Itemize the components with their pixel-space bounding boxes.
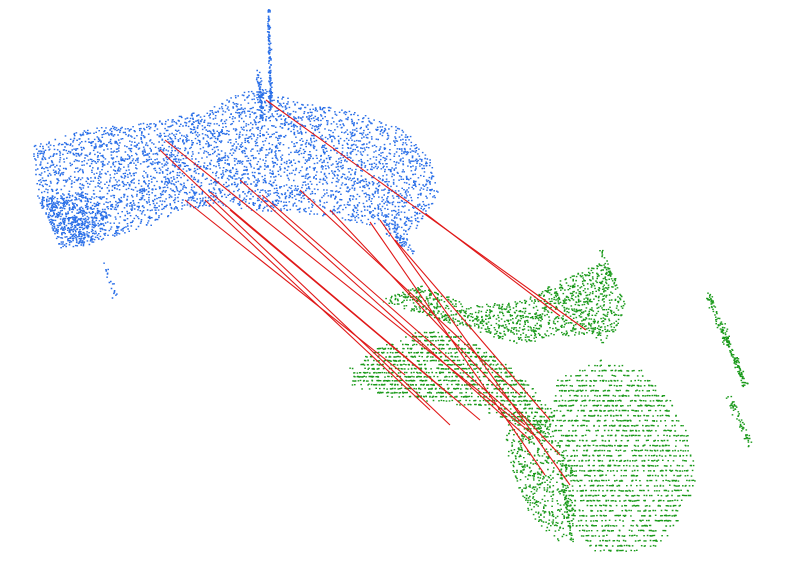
point-cluster — [349, 331, 555, 442]
point-cluster — [725, 395, 753, 448]
correspondence-line — [425, 213, 561, 317]
correspondence-line — [265, 99, 587, 331]
point-cluster — [382, 263, 626, 344]
target-point-cloud — [349, 249, 753, 552]
point-cluster — [33, 88, 439, 247]
point-cluster — [103, 262, 118, 299]
source-point-cloud — [33, 9, 439, 299]
point-cluster — [599, 249, 613, 276]
point-cluster — [552, 359, 696, 552]
correspondence-line — [299, 189, 521, 396]
correspondence-line — [261, 194, 526, 426]
correspondence-line — [184, 199, 406, 376]
point-cluster — [255, 69, 266, 121]
point-cluster — [505, 413, 575, 542]
correspondence-lines — [159, 99, 587, 486]
correspondence-line — [159, 149, 451, 426]
correspondence-line — [204, 199, 431, 411]
correspondence-line — [164, 139, 541, 441]
correspondence-line — [239, 179, 531, 441]
correspondence-line — [369, 221, 546, 476]
point-cluster — [41, 192, 112, 249]
correspondence-line — [329, 209, 561, 456]
point-cluster — [388, 229, 415, 255]
point-cluster — [706, 292, 749, 388]
correspondence-line — [394, 239, 551, 421]
point-cluster — [266, 9, 273, 111]
correspondence-line — [209, 191, 481, 421]
point-cluster — [560, 468, 574, 543]
